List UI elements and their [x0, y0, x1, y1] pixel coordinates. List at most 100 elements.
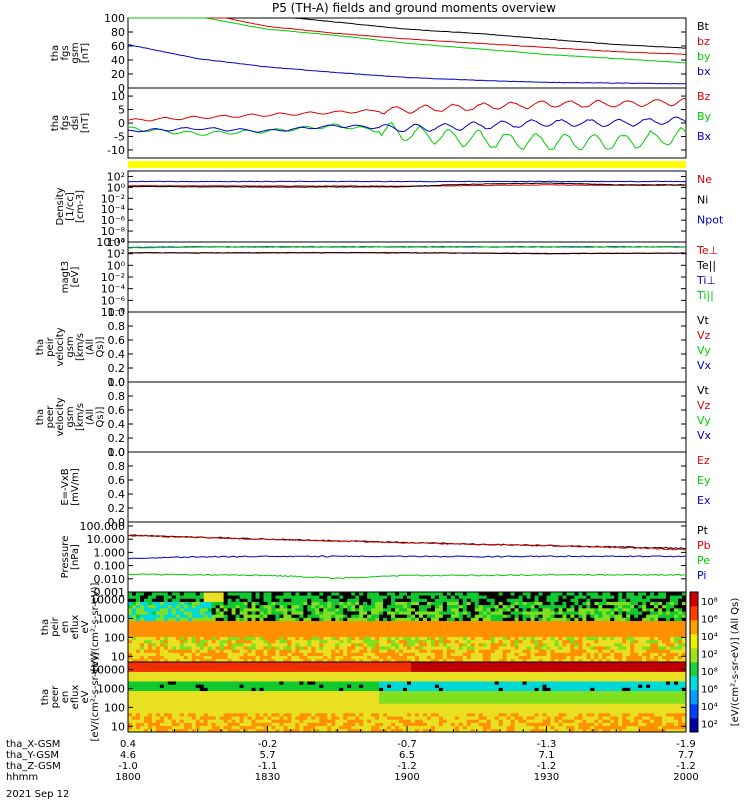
heatmap-cell: [363, 624, 367, 628]
heatmap-cell: [164, 633, 168, 637]
heatmap-cell: [507, 646, 511, 650]
heatmap-cell: [307, 611, 311, 615]
heatmap-cell: [359, 716, 363, 720]
heatmap-cell: [252, 643, 256, 647]
heatmap-cell: [228, 621, 232, 625]
heatmap-cell: [224, 665, 228, 669]
heatmap-cell: [152, 602, 156, 606]
heatmap-cell: [638, 627, 642, 631]
heatmap-cell: [443, 611, 447, 615]
heatmap-cell: [140, 611, 144, 615]
heatmap-cell: [172, 624, 176, 628]
heatmap-cell: [391, 652, 395, 656]
heatmap-cell: [196, 716, 200, 720]
heatmap-cell: [136, 646, 140, 650]
heatmap-cell: [359, 605, 363, 609]
heatmap-cell: [598, 602, 602, 606]
heatmap-cell: [232, 684, 236, 688]
heatmap-cell: [558, 624, 562, 628]
heatmap-cell: [610, 627, 614, 631]
heatmap-cell: [319, 691, 323, 695]
heatmap-cell: [319, 611, 323, 615]
heatmap-cell: [351, 722, 355, 726]
heatmap-cell: [399, 665, 403, 669]
heatmap-cell: [299, 691, 303, 695]
heatmap-cell: [347, 707, 351, 711]
heatmap-cell: [578, 624, 582, 628]
heatmap-cell: [192, 681, 196, 685]
heatmap-cell: [180, 602, 184, 606]
heatmap-cell: [415, 726, 419, 730]
heatmap-cell: [200, 627, 204, 631]
heatmap-cell: [367, 637, 371, 641]
heatmap-cell: [610, 592, 614, 596]
heatmap-cell: [395, 687, 399, 691]
heatmap-cell: [204, 621, 208, 625]
heatmap-cell: [531, 627, 535, 631]
heatmap-cell: [431, 605, 435, 609]
heatmap-cell: [335, 691, 339, 695]
heatmap-cell: [415, 624, 419, 628]
legend-label: Ti||: [696, 289, 714, 302]
heatmap-cell: [319, 621, 323, 625]
heatmap-cell: [411, 652, 415, 656]
heatmap-cell: [204, 602, 208, 606]
heatmap-cell: [268, 643, 272, 647]
heatmap-cell: [554, 630, 558, 634]
heatmap-cell: [132, 665, 136, 669]
heatmap-cell: [240, 649, 244, 653]
heatmap-cell: [232, 672, 236, 676]
heatmap-cell: [204, 672, 208, 676]
heatmap-cell: [359, 694, 363, 698]
heatmap-cell: [176, 687, 180, 691]
heatmap-cell: [407, 621, 411, 625]
heatmap-cell: [188, 707, 192, 711]
heatmap-cell: [156, 643, 160, 647]
heatmap-cell: [128, 722, 132, 726]
heatmap-cell: [379, 700, 383, 704]
heatmap-cell: [287, 665, 291, 669]
heatmap-cell: [375, 681, 379, 685]
heatmap-cell: [319, 614, 323, 618]
heatmap-cell: [379, 675, 383, 679]
heatmap-cell: [144, 665, 148, 669]
heatmap-cell: [415, 662, 419, 666]
heatmap-cell: [503, 637, 507, 641]
heatmap-cell: [375, 697, 379, 701]
heatmap-cell: [271, 694, 275, 698]
heatmap-cell: [391, 694, 395, 698]
legend-label: by: [697, 50, 711, 63]
heatmap-cell: [212, 675, 216, 679]
heatmap-cell: [212, 595, 216, 599]
heatmap-cell: [144, 697, 148, 701]
heatmap-cell: [132, 595, 136, 599]
y-tick-label: 0.8: [108, 320, 126, 333]
heatmap-cell: [678, 624, 682, 628]
heatmap-cell: [260, 627, 264, 631]
heatmap-cell: [363, 633, 367, 637]
heatmap-cell: [140, 602, 144, 606]
heatmap-cell: [543, 614, 547, 618]
heatmap-cell: [355, 649, 359, 653]
heatmap-cell: [578, 595, 582, 599]
heatmap-cell: [204, 665, 208, 669]
heatmap-cell: [240, 598, 244, 602]
heatmap-cell: [319, 713, 323, 717]
heatmap-cell: [232, 640, 236, 644]
heatmap-cell: [228, 665, 232, 669]
heatmap-cell: [299, 684, 303, 688]
heatmap-cell: [220, 716, 224, 720]
heatmap-cell: [359, 713, 363, 717]
heatmap-cell: [539, 656, 543, 660]
heatmap-cell: [558, 614, 562, 618]
heatmap-cell: [196, 646, 200, 650]
heatmap-cell: [451, 646, 455, 650]
heatmap-cell: [598, 592, 602, 596]
heatmap-cell: [323, 716, 327, 720]
heatmap-cell: [491, 652, 495, 656]
heatmap-cell: [216, 713, 220, 717]
heatmap-cell: [566, 621, 570, 625]
heatmap-cell: [666, 592, 670, 596]
heatmap-cell: [268, 672, 272, 676]
heatmap-cell: [196, 611, 200, 615]
